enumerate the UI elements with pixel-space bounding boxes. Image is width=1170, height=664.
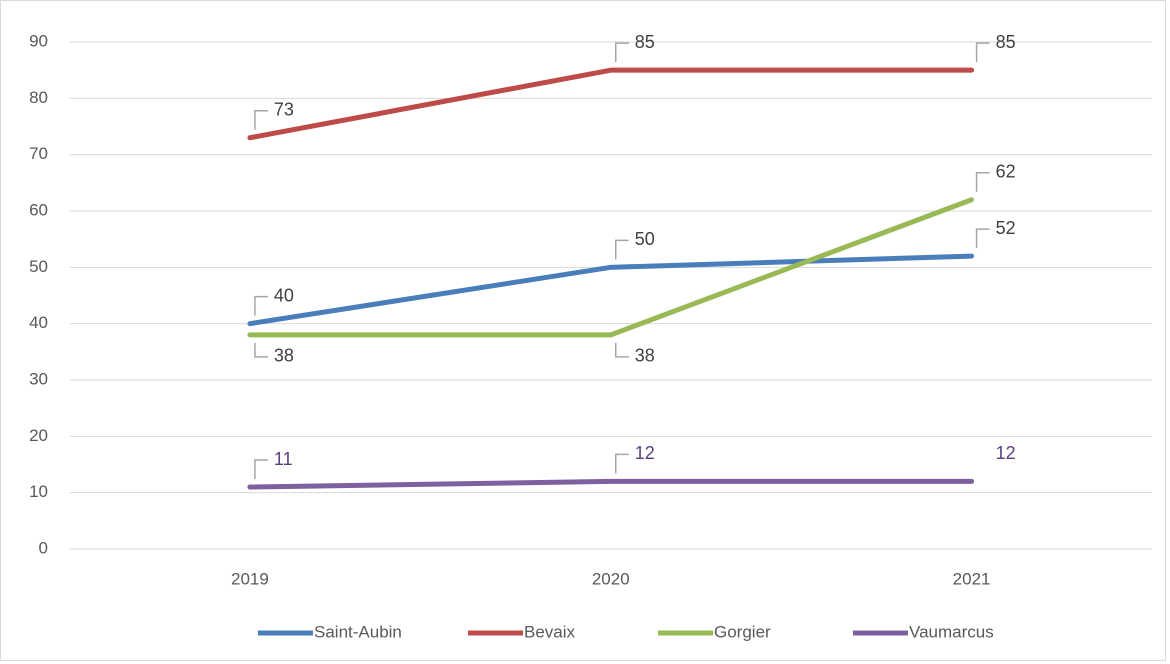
label-leader	[615, 453, 629, 474]
label-leader	[615, 42, 629, 63]
y-tick-label: 10	[29, 482, 48, 501]
label-leader	[254, 110, 268, 130]
data-label: 85	[996, 32, 1016, 52]
label-leader	[975, 171, 990, 192]
legend-label: Gorgier	[714, 622, 771, 641]
legend-label: Vaumarcus	[909, 622, 994, 641]
y-tick-label: 30	[29, 369, 48, 388]
data-label: 38	[635, 346, 655, 366]
data-label: 50	[635, 229, 655, 249]
x-tick-label: 2019	[231, 569, 269, 588]
label-leader	[254, 295, 268, 316]
label-leader	[615, 342, 629, 358]
series-line	[247, 253, 975, 327]
label-leader	[254, 342, 268, 358]
y-tick-label: 20	[29, 426, 48, 445]
x-tick-label: 2020	[592, 569, 630, 588]
label-leader	[615, 239, 629, 260]
y-tick-label: 40	[29, 313, 48, 332]
y-tick-label: 90	[29, 31, 48, 50]
y-tick-label: 80	[29, 88, 48, 107]
series-line	[247, 197, 975, 338]
x-tick-label: 2021	[953, 569, 991, 588]
data-label: 40	[274, 285, 294, 305]
data-label: 12	[996, 443, 1016, 463]
series-line	[247, 67, 975, 141]
data-label: 38	[274, 346, 294, 366]
data-label: 62	[996, 161, 1016, 181]
data-label: 85	[635, 32, 655, 52]
series-line	[247, 478, 975, 490]
label-leader	[254, 459, 268, 480]
y-tick-label: 70	[29, 144, 48, 163]
y-tick-label: 60	[29, 200, 48, 219]
y-tick-label: 50	[29, 257, 48, 276]
legend-label: Bevaix	[524, 622, 576, 641]
data-label: 73	[274, 100, 294, 120]
data-label: 12	[635, 443, 655, 463]
data-label: 52	[996, 218, 1016, 238]
label-leader	[975, 228, 990, 249]
data-label: 11	[274, 449, 293, 469]
label-leader	[975, 42, 990, 63]
y-tick-label: 0	[39, 538, 48, 557]
legend-label: Saint-Aubin	[314, 622, 402, 641]
